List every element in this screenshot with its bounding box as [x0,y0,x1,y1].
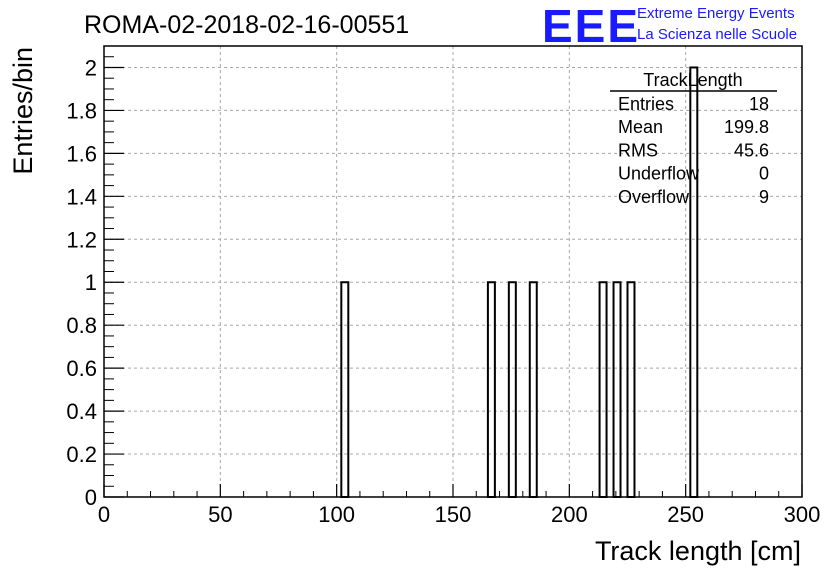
logo-line1: Extreme Energy Events [637,5,795,22]
y-tick-label: 1 [85,270,97,295]
y-tick-label: 2 [85,55,97,80]
y-tick-label: 1.6 [66,141,97,166]
stats-row-value: 18 [749,94,769,114]
x-tick-label: 250 [667,502,704,527]
eee-logo: EEE Extreme Energy Events La Scienza nel… [542,0,797,52]
histogram-bin [612,281,622,498]
x-tick-label: 300 [784,502,821,527]
x-axis-label: Track length [cm] [595,536,801,566]
stats-row-label: Mean [618,117,663,137]
stats-row-value: 45.6 [734,140,769,160]
y-tick-label: 0.8 [66,313,97,338]
y-tick-label: 0.4 [66,399,97,424]
axes: 0 50 100 150 200 250 300 0 0.2 0.4 0.6 0.8 1 1.2 1.4 1.… [66,55,820,527]
x-tick-label: 50 [208,502,232,527]
histogram-bin [598,281,608,498]
histogram-bars [340,66,699,498]
y-tick-label: 0 [85,485,97,510]
stats-title: TrackLength [643,70,742,90]
histogram-bin [528,281,538,498]
x-tick-label: 100 [318,502,355,527]
y-tick-label: 1.8 [66,98,97,123]
stats-row-value: 0 [759,164,769,184]
logo-line2: La Scienza nelle Scuole [637,26,797,43]
histogram-bin [486,281,496,498]
stats-row-label: Underflow [618,164,700,184]
chart-title: ROMA-02-2018-02-16-00551 [84,11,409,39]
y-tick-label: 1.2 [66,227,97,252]
stats-box: TrackLength Entries 18 Mean 199.8 RMS 45.6 Und… [610,70,777,207]
y-axis-label: Entries/bin [8,47,38,175]
histogram-bin [340,281,350,498]
x-tick-label: 0 [98,502,110,527]
stats-row-label: Entries [618,94,674,114]
x-tick-label: 200 [551,502,588,527]
grid [104,46,802,497]
histogram-bin [626,281,636,498]
y-tick-label: 0.2 [66,442,97,467]
stats-row-value: 199.8 [724,117,769,137]
eee-logo-mark: EEE [542,0,640,52]
x-tick-label: 150 [435,502,472,527]
stats-rows: Entries 18 Mean 199.8 RMS 45.6 Underflow 0 Overf… [618,94,769,207]
stats-row-label: RMS [618,140,658,160]
stats-row-label: Overflow [618,187,690,207]
y-tick-label: 1.4 [66,184,97,209]
y-tick-label: 0.6 [66,356,97,381]
stats-row-value: 9 [759,187,769,207]
histogram-bin [507,281,517,498]
